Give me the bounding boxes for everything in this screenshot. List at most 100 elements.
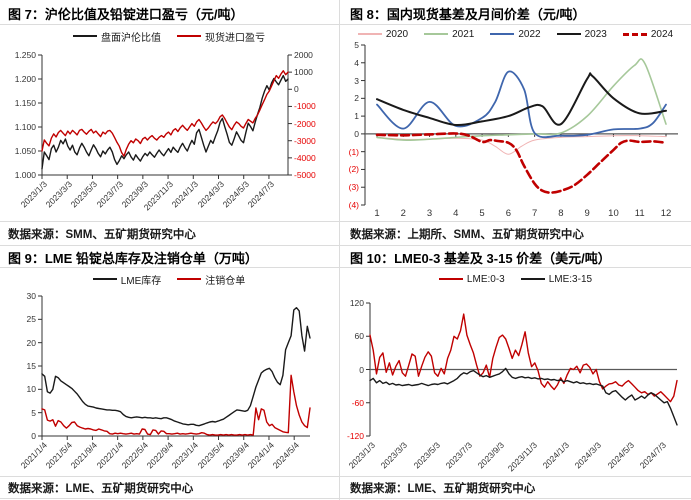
legend-item: 注销仓单 bbox=[177, 272, 245, 287]
y-axis-tick-label: 60 bbox=[354, 331, 364, 342]
figure10-title: 图 10：LME0-3 基差及 3-15 价差（美元/吨） bbox=[350, 251, 611, 266]
y-axis-tick-label: -3000 bbox=[294, 135, 316, 146]
y-axis-tick-label: 4 bbox=[354, 57, 359, 68]
y-axis-tick-label: 1.200 bbox=[14, 74, 36, 84]
divider-line bbox=[0, 24, 691, 25]
y-axis-tick-label: -60 bbox=[351, 397, 364, 408]
legend-line-swatch bbox=[92, 278, 117, 280]
y-axis-tick-label: 1000 bbox=[294, 67, 313, 78]
y-axis-tick-label: 0 bbox=[354, 128, 359, 139]
y-axis-tick-label: 0 bbox=[294, 84, 299, 95]
y-axis-tick-label: 30 bbox=[26, 291, 36, 301]
y-axis-tick-label: -5000 bbox=[294, 170, 316, 180]
x-axis-tick-label: 12 bbox=[660, 208, 672, 219]
y-axis-tick-label: -1000 bbox=[294, 101, 316, 112]
y-axis-tick-label: (2) bbox=[348, 164, 359, 175]
y-axis-tick-label: 3 bbox=[354, 75, 359, 86]
divider-line bbox=[0, 267, 691, 268]
figure10-source: 数据来源：LME、五矿期货研究中心 bbox=[350, 483, 536, 495]
legend-line-swatch bbox=[177, 278, 202, 280]
legend-line-swatch bbox=[520, 278, 545, 280]
figure10-legend: LME:0-3 LME:3-15 bbox=[340, 272, 691, 286]
divider-line bbox=[0, 476, 691, 477]
x-axis-tick-label: 7 bbox=[531, 208, 538, 219]
legend-item: 2021 bbox=[424, 29, 474, 40]
y-axis-tick-label: (1) bbox=[348, 146, 359, 157]
y-axis-tick-label: 5 bbox=[354, 40, 359, 50]
legend-label: LME库存 bbox=[120, 275, 162, 287]
y-axis-tick-label: 1.150 bbox=[14, 98, 36, 108]
legend-line-swatch bbox=[490, 33, 515, 35]
legend-item: 2023 bbox=[556, 28, 607, 40]
x-axis-tick-label: 2 bbox=[400, 208, 406, 219]
legend-label: 现货进口盈亏 bbox=[205, 32, 265, 44]
legend-item: 2020 bbox=[357, 28, 409, 40]
legend-label: 2022 bbox=[518, 28, 541, 40]
x-axis-tick-label: 3 bbox=[426, 208, 433, 219]
x-axis-tick-label: 1 bbox=[374, 208, 380, 219]
figure9-legend: LME库存 注销仓单 bbox=[0, 272, 338, 287]
y-axis-tick-label: (4) bbox=[348, 200, 359, 210]
legend-item: LME:3-15 bbox=[520, 273, 593, 285]
y-axis-tick-label: 1.000 bbox=[14, 170, 36, 180]
y-axis-tick-label: 1 bbox=[354, 111, 359, 122]
y-axis-tick-label: 0 bbox=[359, 364, 364, 375]
legend-item: 现货进口盈亏 bbox=[177, 29, 265, 44]
legend-label: LME:3-15 bbox=[548, 273, 593, 285]
x-axis-tick-label: 10 bbox=[608, 208, 619, 219]
legend-label: LME:0-3 bbox=[466, 273, 505, 285]
legend-label: 2024 bbox=[650, 28, 674, 40]
y-axis-tick-label: 1.100 bbox=[14, 122, 36, 132]
legend-label: 2020 bbox=[385, 28, 409, 40]
x-axis-tick-label: 8 bbox=[558, 208, 564, 219]
figure9-title: 图 9：LME 铅锭总库存及注销仓单（万吨） bbox=[8, 251, 258, 266]
x-axis-tick-label: 4 bbox=[453, 208, 459, 219]
y-axis-tick-label: -4000 bbox=[294, 152, 316, 163]
x-axis-tick-label: 6 bbox=[505, 208, 511, 219]
legend-item: 2022 bbox=[490, 28, 541, 40]
legend-label: 盘面沪伦比值 bbox=[101, 32, 161, 44]
figure7-legend: 盘面沪伦比值 现货进口盈亏 bbox=[0, 29, 338, 44]
y-axis-tick-label: (3) bbox=[348, 182, 359, 193]
x-axis-tick-label: 9 bbox=[584, 208, 590, 219]
y-axis-tick-label: 5 bbox=[31, 407, 36, 418]
y-axis-tick-label: 25 bbox=[26, 314, 36, 325]
legend-line-swatch bbox=[73, 35, 97, 37]
legend-label: 注销仓单 bbox=[205, 275, 246, 287]
figure9-source: 数据来源：LME、五矿期货研究中心 bbox=[8, 483, 194, 495]
legend-line-swatch bbox=[424, 33, 449, 35]
legend-line-swatch bbox=[177, 35, 201, 37]
figure7-source: 数据来源：SMM、五矿期货研究中心 bbox=[8, 229, 196, 241]
y-axis-tick-label: 120 bbox=[349, 298, 364, 308]
y-axis-tick-label: 20 bbox=[26, 337, 36, 348]
y-axis-tick-label: 10 bbox=[26, 384, 36, 395]
divider-line bbox=[0, 245, 691, 246]
y-axis-tick-label: 1.250 bbox=[14, 50, 36, 60]
y-axis-tick-label: -2000 bbox=[294, 118, 316, 129]
figure8-source: 数据来源：上期所、SMM、五矿期货研究中心 bbox=[350, 229, 584, 241]
legend-item: LME库存 bbox=[92, 272, 162, 287]
legend-item: 2024 bbox=[622, 28, 674, 40]
y-axis-tick-label: 2 bbox=[354, 93, 359, 104]
vertical-divider bbox=[339, 0, 340, 500]
figure8-title: 图 8：国内现货基差及月间价差（元/吨） bbox=[350, 7, 586, 22]
legend-label: 2023 bbox=[584, 28, 607, 40]
x-axis-tick-label: 5 bbox=[479, 208, 485, 219]
divider-line bbox=[0, 498, 691, 499]
y-axis-tick-label: 0 bbox=[31, 431, 36, 441]
legend-line-swatch bbox=[357, 33, 382, 35]
y-axis-tick-label: -120 bbox=[346, 431, 364, 441]
divider-line bbox=[0, 221, 691, 222]
legend-line-swatch bbox=[438, 278, 463, 280]
legend-line-swatch bbox=[622, 32, 647, 36]
legend-item: 盘面沪伦比值 bbox=[73, 29, 161, 44]
legend-line-swatch bbox=[556, 33, 581, 35]
x-axis-tick-label: 11 bbox=[634, 208, 645, 219]
legend-label: 2021 bbox=[452, 28, 475, 40]
legend-item: LME:0-3 bbox=[438, 273, 505, 285]
figure8-legend: 2020 2021 2022 2023 2024 bbox=[340, 27, 691, 41]
y-axis-tick-label: 15 bbox=[26, 361, 36, 371]
y-axis-tick-label: 2000 bbox=[294, 50, 313, 60]
